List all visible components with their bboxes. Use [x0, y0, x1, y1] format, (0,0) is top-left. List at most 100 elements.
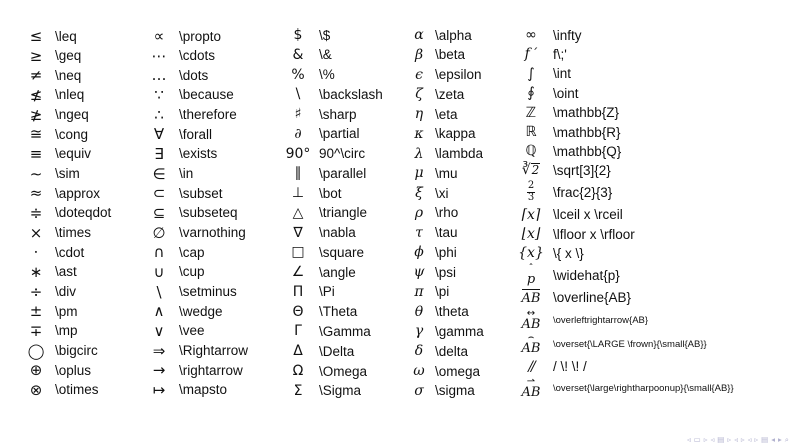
symbol-row: ⋅ \cdot — [22, 243, 144, 261]
slide-icon[interactable]: ▭ — [693, 434, 701, 444]
back-icon[interactable]: ◂ — [771, 434, 776, 444]
latex-command: \approx — [55, 185, 101, 201]
math-symbol: τ — [415, 224, 423, 241]
symbol-row: η \eta — [408, 106, 512, 122]
forward-icon[interactable]: ▸ — [778, 434, 782, 444]
symbol-row: ℝ \mathbb{R} — [514, 124, 792, 140]
latex-command: \widehat{p} — [553, 267, 620, 283]
prev-frame-icon[interactable]: ◃ — [710, 434, 715, 444]
symbol-row: ∀ \forall — [144, 125, 282, 143]
math-symbol: ρ — [414, 204, 424, 221]
latex-command: \Sigma — [319, 383, 362, 399]
next-subsection-icon[interactable]: ▹ — [740, 434, 745, 444]
latex-command: \dots — [179, 67, 209, 83]
latex-command: f\;' — [553, 46, 567, 62]
prev-section-icon[interactable]: ◃ — [747, 434, 752, 444]
latex-command: \subseteq — [179, 205, 238, 221]
symbol-row: □ \square — [282, 244, 408, 260]
math-symbol: ⊗ — [29, 380, 43, 399]
symbol-row: Σ \Sigma — [282, 383, 408, 399]
latex-command: \setminus — [179, 284, 237, 300]
latex-command: \Gamma — [319, 323, 371, 339]
symbol-row: ≥ \geq — [22, 47, 144, 65]
next-slide-icon[interactable]: ▹ — [703, 434, 708, 444]
latex-command: \Delta — [319, 343, 355, 359]
symbol-row: ∥ \parallel — [282, 165, 408, 181]
math-symbol: λ — [414, 145, 424, 162]
latex-command: \rightarrow — [179, 362, 243, 378]
symbol-row: △ \triangle — [282, 205, 408, 221]
math-symbol: ⊕ — [29, 361, 43, 380]
latex-command: \Theta — [319, 304, 358, 320]
symbol-row: ∫ \int — [514, 66, 792, 82]
latex-command: \parallel — [319, 165, 367, 181]
symbol-row: τ \tau — [408, 225, 512, 241]
math-symbol: ∩ — [153, 243, 165, 262]
latex-command: \beta — [435, 47, 466, 63]
math-symbol: ≱ — [29, 105, 43, 124]
latex-command: \mapsto — [179, 382, 228, 398]
symbol-row: & \& — [282, 47, 408, 63]
math-symbol: Δ — [293, 343, 303, 360]
latex-command: \xi — [435, 185, 449, 201]
math-symbol: ζ — [415, 86, 423, 103]
latex-command: \triangle — [319, 205, 368, 221]
latex-command: \lceil x \rceil — [553, 207, 623, 223]
symbol-row: ⌢ AB \overset{\LARGE \frown}{\small{AB}} — [514, 332, 792, 357]
symbol-row: μ \mu — [408, 165, 512, 181]
latex-command: \in — [179, 166, 194, 182]
latex-command: \exists — [179, 146, 218, 162]
presentation-icon[interactable]: ▤ — [761, 434, 769, 444]
math-symbol: π — [414, 283, 424, 300]
math-symbol: ± — [29, 302, 43, 321]
frame-icon[interactable]: ▤ — [717, 434, 725, 444]
symbol-row: ⇀ AB \overset{\large\rightharpoonup}{\smal… — [514, 375, 792, 400]
latex-command: \epsilon — [435, 67, 482, 83]
math-symbol: Ω — [292, 363, 304, 380]
symbol-row: ∩ \cap — [144, 243, 282, 261]
symbol-row: ≈ \approx — [22, 184, 144, 202]
math-symbol: {x} — [518, 245, 544, 262]
symbol-row: ÷ \div — [22, 283, 144, 301]
math-symbol: □ — [291, 244, 305, 261]
latex-command: \tau — [435, 225, 458, 241]
symbol-row: ◯ \bigcirc — [22, 342, 144, 360]
symbol-row: ∛ 2 \sqrt[3]{2} — [514, 163, 792, 178]
next-frame-icon[interactable]: ▹ — [727, 434, 732, 444]
math-symbol: ⇀ AB — [521, 375, 541, 400]
symbol-column-3: $ \$ & \&% \% \ \backslash ♯ \sharp ∂ \partial 90° 9… — [282, 27, 408, 399]
symbol-row: σ \sigma — [408, 383, 512, 399]
math-symbol: ∫ — [527, 65, 535, 82]
math-symbol: ≰ — [29, 85, 43, 104]
symbol-row: ♯ \sharp — [282, 106, 408, 122]
math-symbol: ⌢ AB — [521, 332, 541, 357]
symbol-row: ℚ \mathbb{Q} — [514, 143, 792, 159]
symbol-row: κ \kappa — [408, 126, 512, 142]
math-symbol: θ — [414, 303, 424, 320]
latex-command: \phi — [435, 244, 457, 260]
math-symbol: → — [152, 361, 166, 380]
math-symbol: ≠ — [29, 66, 43, 85]
symbol-row: ⊆ \subseteq — [144, 204, 282, 222]
symbol-row: π \pi — [408, 284, 512, 300]
symbol-row: Δ \Delta — [282, 343, 408, 359]
latex-command: \div — [55, 284, 77, 300]
search-icon[interactable]: ⌕ — [784, 434, 789, 444]
prev-slide-icon[interactable]: ◃ — [686, 434, 691, 444]
latex-command: \$ — [319, 27, 331, 43]
symbol-row: δ \delta — [408, 343, 512, 359]
math-symbol: ∨ — [153, 321, 165, 340]
prev-subsection-icon[interactable]: ◃ — [734, 434, 738, 444]
math-symbol: γ — [414, 323, 424, 340]
symbol-row: ⊗ \otimes — [22, 381, 144, 399]
latex-command: \wedge — [179, 303, 223, 319]
next-section-icon[interactable]: ▹ — [754, 434, 759, 444]
latex-command: \gamma — [435, 323, 484, 339]
latex-command: \pm — [55, 303, 78, 319]
latex-command: \infty — [553, 27, 582, 43]
symbol-row: \ \setminus — [144, 283, 282, 301]
math-symbol: ÷ — [29, 282, 43, 301]
symbol-row: ⊥ \bot — [282, 185, 408, 201]
latex-command: 90^\circ — [319, 146, 366, 162]
